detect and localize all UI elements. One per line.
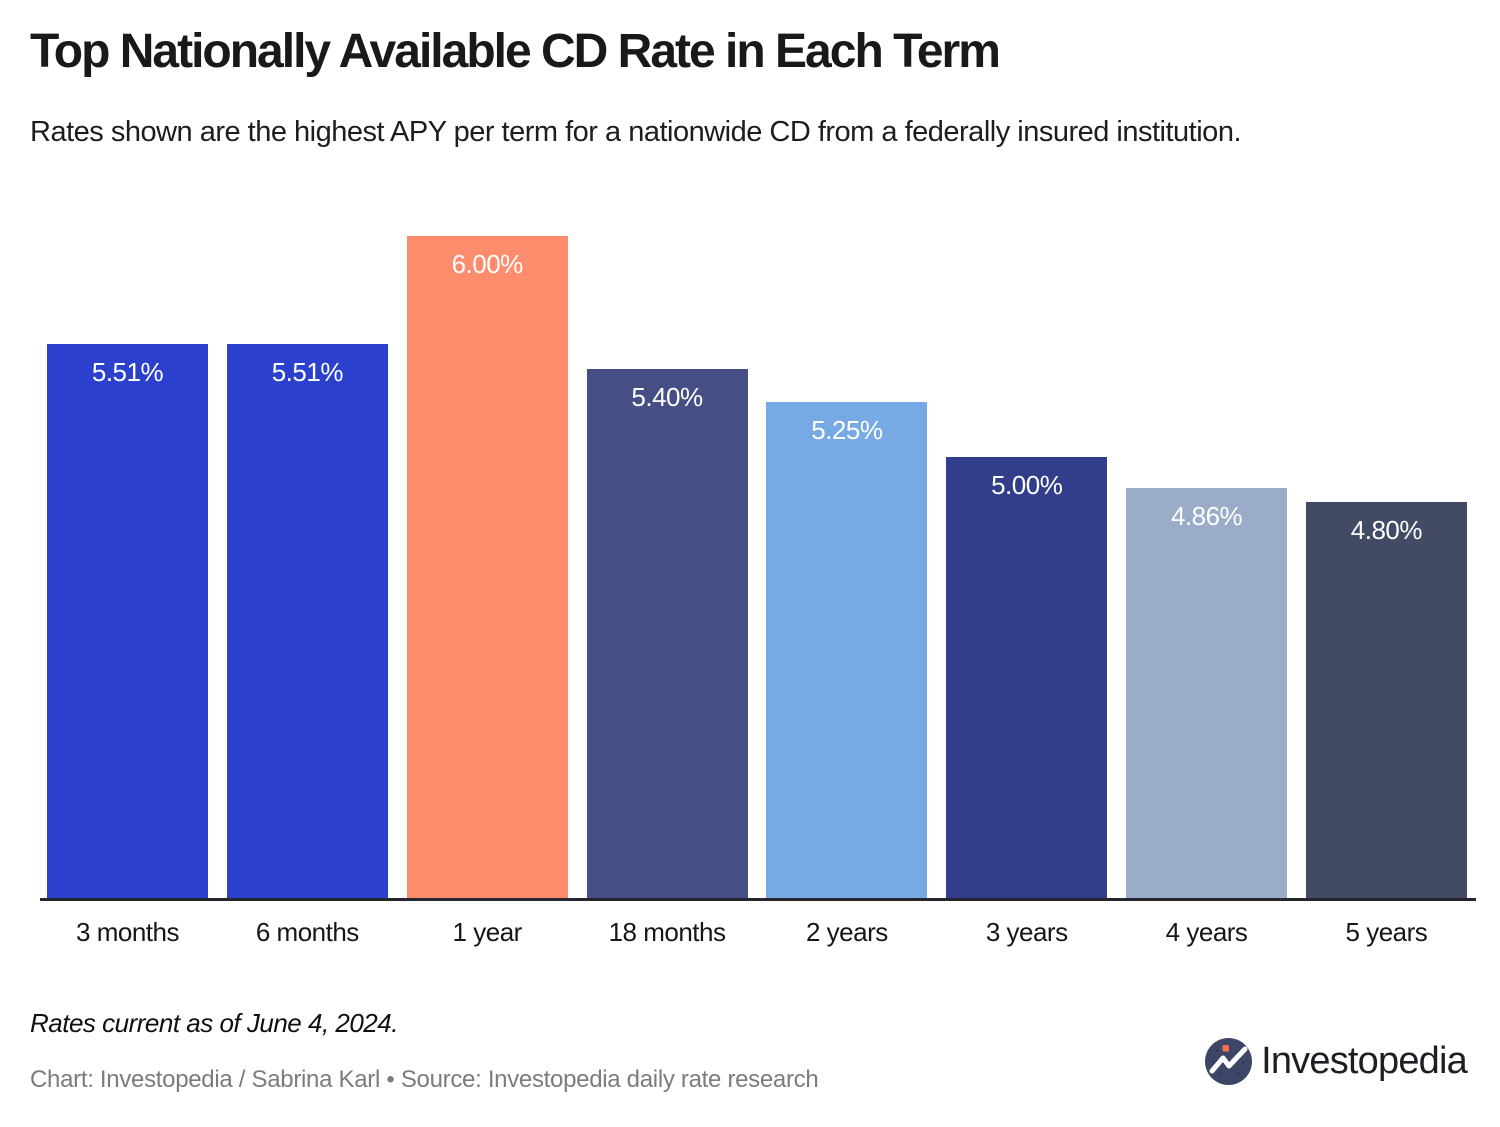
- x-axis-label-3-months: 3 months: [76, 917, 179, 947]
- investopedia-wordmark: Investopedia: [1261, 1040, 1468, 1082]
- investopedia-logo: Investopedia: [1205, 1038, 1468, 1085]
- bar-value-label: 6.00%: [451, 249, 524, 279]
- x-axis-label-2-years: 2 years: [805, 917, 888, 947]
- x-axis-label-6-months: 6 months: [255, 917, 359, 947]
- x-axis-line: [40, 898, 1476, 901]
- bar-value-label: 4.80%: [1350, 515, 1423, 545]
- x-axis-label-1-year: 1 year: [452, 917, 523, 947]
- bar-3-months: 5.51%: [47, 344, 208, 900]
- bar-4-years: 4.86%: [1126, 488, 1288, 900]
- bar-value-label: 5.51%: [91, 357, 164, 387]
- bar-3-years: 5.00%: [946, 457, 1108, 900]
- chart-subtitle: Rates shown are the highest APY per term…: [30, 116, 1242, 148]
- credit-line: Chart: Investopedia / Sabrina Karl • Sou…: [30, 1066, 819, 1093]
- bar-value-label: 4.86%: [1170, 501, 1243, 531]
- x-axis-label-5-years: 5 years: [1345, 917, 1428, 947]
- bar-value-label: 5.51%: [271, 357, 344, 387]
- x-axis-label-4-years: 4 years: [1165, 917, 1248, 947]
- chart-title: Top Nationally Available CD Rate in Each…: [30, 25, 1001, 78]
- bar-1-year: 6.00%: [406, 236, 568, 900]
- bar-value-label: 5.40%: [631, 382, 703, 412]
- bar-5-years: 4.80%: [1305, 502, 1467, 900]
- bar-value-label: 5.25%: [811, 415, 883, 445]
- bar-series: 5.51% 5.51% 6.00% 5.40% 5.25% 5.00% 4.86% 4.80%: [47, 236, 1467, 900]
- bar-18-months: 5.40%: [586, 369, 748, 900]
- footnote: Rates current as of June 4, 2024.: [30, 1008, 398, 1038]
- bar-value-label: 5.00%: [991, 470, 1063, 500]
- bar-6-months: 5.51%: [226, 344, 388, 900]
- x-axis-labels: 3 months 6 months 1 year 18 months 2 years 3 …: [47, 917, 1467, 948]
- bar-2-years: 5.25%: [766, 402, 928, 900]
- x-axis-label-3-years: 3 years: [985, 917, 1068, 947]
- x-axis-label-18-months: 18 months: [608, 917, 726, 947]
- investopedia-logo-icon: [1205, 1038, 1253, 1085]
